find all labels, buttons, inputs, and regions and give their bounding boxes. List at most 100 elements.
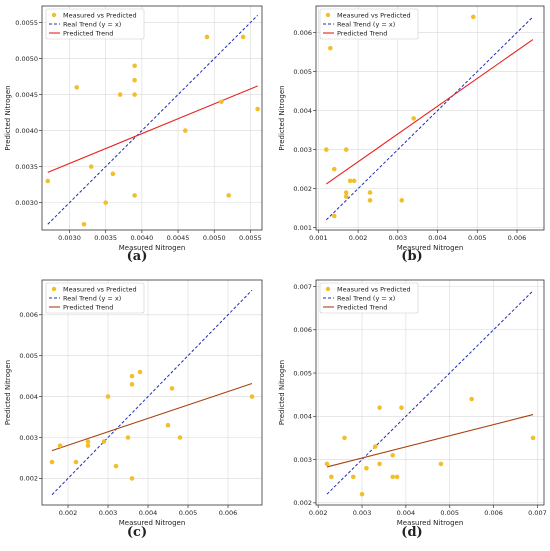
legend-label: Measured vs Predicted <box>337 11 411 19</box>
data-point <box>359 491 365 497</box>
y-tick-label: 0.002 <box>19 475 38 483</box>
x-tick-label: 0.002 <box>349 234 368 242</box>
x-tick-label: 0.006 <box>219 509 238 517</box>
data-point <box>390 452 396 458</box>
panel-caption: (a) <box>127 249 148 264</box>
data-point <box>347 178 353 184</box>
y-tick-label: 0.0035 <box>15 163 38 171</box>
data-point <box>204 34 210 40</box>
data-point <box>438 461 444 467</box>
y-tick-label: 0.006 <box>293 29 312 37</box>
data-point <box>240 34 246 40</box>
panel-caption: (d) <box>401 525 422 540</box>
x-axis-label: Measured Nitrogen <box>119 519 186 527</box>
y-tick-label: 0.005 <box>19 352 38 360</box>
data-point <box>377 461 382 467</box>
predicted-trend-line <box>51 382 253 452</box>
data-point <box>73 459 79 465</box>
data-point <box>377 405 382 410</box>
y-axis-label: Predicted Nitrogen <box>278 360 286 425</box>
legend-label: Predicted Trend <box>63 29 113 37</box>
data-point <box>85 439 91 444</box>
y-tick-label: 0.0045 <box>15 91 38 99</box>
x-tick-label: 0.005 <box>468 234 487 242</box>
data-point <box>469 396 474 402</box>
y-tick-label: 0.0030 <box>15 199 38 207</box>
data-point <box>351 178 357 184</box>
legend-box <box>319 282 419 314</box>
legend-label: Measured vs Predicted <box>63 285 137 293</box>
data-point <box>364 465 369 471</box>
data-point <box>470 14 476 20</box>
data-point <box>327 45 333 51</box>
x-tick-label: 0.002 <box>309 509 328 517</box>
data-point <box>177 435 183 440</box>
y-tick-label: 0.006 <box>293 326 312 334</box>
y-tick-label: 0.004 <box>19 393 38 401</box>
y-tick-label: 0.006 <box>19 311 38 319</box>
plot-frame <box>315 279 545 506</box>
data-point <box>411 116 417 121</box>
data-point <box>132 77 137 83</box>
data-point <box>117 92 123 97</box>
plot-frame <box>315 5 545 231</box>
x-tick-label: 0.001 <box>309 234 328 242</box>
data-point <box>169 386 175 391</box>
legend-label: Real Trend (y = x) <box>63 20 121 28</box>
data-point <box>324 147 329 152</box>
legend-marker-scatter <box>325 286 331 292</box>
data-point <box>57 443 63 448</box>
data-point <box>49 459 55 465</box>
data-point <box>110 171 116 177</box>
x-tick-label: 0.005 <box>179 509 198 517</box>
panel-caption: (c) <box>127 525 147 540</box>
data-point <box>132 92 137 97</box>
data-point <box>331 166 337 172</box>
ideal-trend-line <box>325 16 534 221</box>
legend-label: Measured vs Predicted <box>337 285 411 293</box>
data-point <box>101 439 107 444</box>
x-tick-label: 0.0050 <box>203 234 226 242</box>
data-point <box>249 394 255 399</box>
data-point <box>74 85 80 90</box>
data-point <box>372 444 378 449</box>
data-point <box>226 193 232 198</box>
legend-label: Real Trend (y = x) <box>337 294 395 302</box>
chart-panel-1: 0.0030 0.0035 0.0040 0.0045 0.0050 0.0055 0.00… <box>4 5 263 264</box>
data-point <box>113 463 119 469</box>
chart-panel-3: 0.002 0.003 0.004 0.005 0.006 0.002 0.003 0.004… <box>4 279 263 540</box>
data-point <box>331 213 337 219</box>
data-point <box>367 198 373 203</box>
x-tick-label: 0.0040 <box>130 234 153 242</box>
y-tick-label: 0.0050 <box>15 55 38 63</box>
y-axis-label: Predicted Nitrogen <box>4 360 12 425</box>
legend-label: Predicted Trend <box>337 303 387 311</box>
data-point <box>105 394 111 399</box>
data-point <box>350 474 356 480</box>
data-point <box>255 106 260 112</box>
data-point <box>219 99 224 105</box>
x-tick-label: 0.002 <box>59 509 78 517</box>
x-tick-label: 0.0030 <box>58 234 81 242</box>
y-tick-label: 0.007 <box>293 283 312 291</box>
legend-marker-scatter <box>325 12 331 18</box>
legend-box <box>45 282 145 314</box>
plot-area <box>42 6 262 230</box>
data-point <box>182 128 188 133</box>
data-point <box>390 474 396 480</box>
x-tick-label: 0.005 <box>440 509 459 517</box>
legend-box <box>319 8 419 40</box>
data-point <box>88 164 94 169</box>
x-tick-label: 0.0045 <box>167 234 190 242</box>
ideal-trend-line <box>47 15 259 225</box>
data-point <box>132 63 137 69</box>
data-point <box>129 476 135 481</box>
chart-panel-2: 0.001 0.002 0.003 0.004 0.005 0.006 0.001 0.002… <box>278 5 545 264</box>
data-point <box>132 193 137 198</box>
predicted-trend-line <box>326 39 534 185</box>
data-point <box>394 474 400 480</box>
legend-box <box>45 8 145 40</box>
data-point <box>125 435 131 440</box>
data-point <box>165 422 171 428</box>
